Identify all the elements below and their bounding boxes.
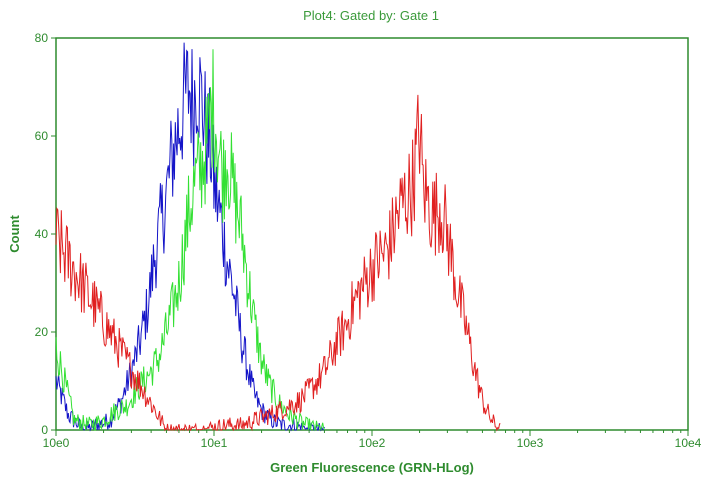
- series-layer: [55, 42, 501, 432]
- y-tick-label: 0: [41, 423, 48, 437]
- series-line-2: [55, 49, 325, 432]
- x-tick-label: 10e3: [517, 436, 544, 450]
- series-line-3: [55, 94, 501, 432]
- y-axis-label: Count: [7, 215, 22, 253]
- plot-frame: [55, 37, 689, 431]
- y-tick-label: 40: [35, 227, 49, 241]
- x-tick-label: 10e0: [43, 436, 70, 450]
- series-line-1: [55, 42, 325, 432]
- y-tick-label: 20: [35, 325, 49, 339]
- x-tick-label: 10e1: [201, 436, 228, 450]
- y-tick-label: 80: [35, 31, 49, 45]
- x-axis-label: Green Fluorescence (GRN-HLog): [270, 460, 474, 475]
- chart-title: Plot4: Gated by: Gate 1: [303, 8, 439, 23]
- x-tick-label: 10e4: [675, 436, 702, 450]
- tick-layer: 10e0 10e1 10e2 10e3 10e4 0 20 40 60 80: [35, 31, 702, 450]
- x-tick-label: 10e2: [359, 436, 386, 450]
- y-tick-label: 60: [35, 129, 49, 143]
